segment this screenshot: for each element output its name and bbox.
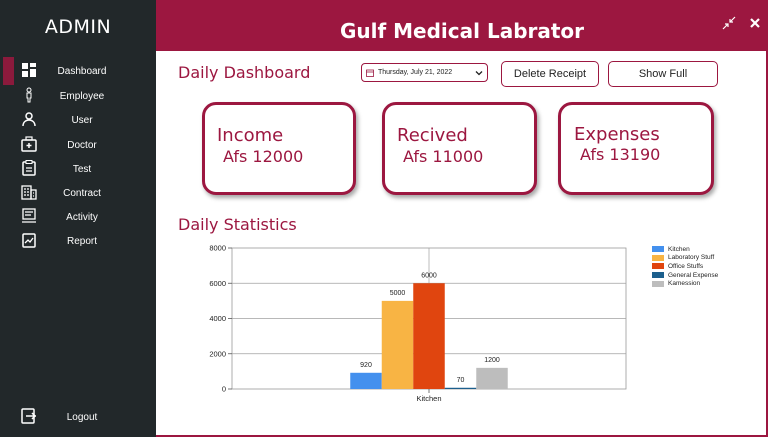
y-tick-label: 8000 (209, 244, 226, 253)
sidebar-item-label: Activity (66, 211, 98, 223)
brand-title: ADMIN (44, 16, 112, 38)
legend-swatch (652, 246, 664, 253)
card-value: Afs 11000 (403, 147, 484, 166)
legend-swatch (652, 280, 664, 287)
show-full-button[interactable]: Show Full (608, 61, 718, 87)
chevron-down-icon (475, 71, 483, 76)
legend-item: Laboratory Stuff (652, 254, 718, 263)
bar (444, 387, 477, 389)
chart-legend: Kitchen Laboratory Stuff Office Stuffs Gene… (652, 245, 718, 288)
bar (381, 300, 414, 389)
legend-label: Office Stuffs (668, 262, 704, 270)
data-label: 1200 (484, 357, 500, 364)
sidebar-item-label: Employee (59, 90, 105, 102)
legend-item: Office Stuffs (652, 262, 718, 271)
legend-swatch (652, 263, 664, 270)
x-tick-label: Kitchen (416, 394, 441, 403)
y-tick-label: 4000 (209, 314, 226, 323)
sidebar-item-label: Dashboard (57, 65, 107, 77)
legend-label: Kamession (668, 280, 701, 288)
daily-statistics-heading: Daily Statistics (178, 215, 297, 234)
legend-label: Kitchen (668, 245, 690, 253)
sidebar-item-doctor[interactable]: Doctor (0, 133, 156, 157)
data-label: 70 (457, 377, 465, 384)
card-value: Afs 12000 (223, 147, 304, 166)
y-tick-label: 0 (222, 385, 226, 394)
y-tick-label: 2000 (209, 349, 226, 358)
date-picker[interactable]: Thursday, July 21, 2022 (361, 63, 488, 82)
bar (350, 372, 382, 389)
sidebar-item-label: User (71, 114, 93, 126)
clipboard-icon (22, 160, 36, 176)
sidebar-item-label: Doctor (67, 139, 97, 151)
collapse-arrows-icon[interactable] (722, 16, 736, 30)
bar (413, 283, 445, 389)
logout-label: Logout (66, 411, 98, 423)
close-icon[interactable] (748, 16, 762, 30)
legend-label: General Expense (668, 271, 719, 279)
sidebar-item-report[interactable]: Report (0, 229, 156, 253)
activity-icon (22, 208, 36, 223)
card-title: Income (217, 125, 284, 146)
card-title: Expenses (574, 124, 660, 145)
dashboard-icon (22, 63, 36, 77)
sidebar-item-activity[interactable]: Activity (0, 205, 156, 229)
logout-button[interactable]: Logout (0, 405, 156, 429)
legend-item: Kitchen (652, 245, 718, 254)
data-label: 5000 (390, 290, 406, 297)
legend-item: General Expense (652, 271, 718, 280)
date-value: Thursday, July 21, 2022 (378, 69, 453, 76)
legend-item: Kamession (652, 279, 718, 288)
received-card: Recived Afs 11000 (382, 102, 537, 195)
sidebar-item-dashboard[interactable]: Dashboard (0, 57, 156, 85)
logout-icon (21, 408, 37, 424)
medical-kit-icon (21, 136, 37, 152)
sidebar-item-label: Report (66, 235, 97, 247)
sidebar: ADMIN Dashboard Employee User Doctor Tes… (0, 0, 156, 437)
daily-statistics-chart: 0 2000 4000 6000 8000 Kitchen 920 5000 6000 70 120… (209, 244, 627, 403)
sidebar-item-label: Contract (63, 187, 101, 199)
delete-receipt-button[interactable]: Delete Receipt (501, 61, 599, 87)
person-icon (26, 87, 32, 103)
building-icon (21, 185, 37, 200)
main-panel: Daily Dashboard Thursday, July 21, 2022 … (156, 51, 768, 437)
data-label: 6000 (421, 272, 437, 279)
income-card: Income Afs 12000 (202, 102, 356, 195)
sidebar-item-test[interactable]: Test (0, 157, 156, 181)
card-value: Afs 13190 (580, 145, 661, 164)
report-icon (22, 233, 36, 248)
title-bar: Gulf Medical Labrator (156, 0, 768, 51)
expenses-card: Expenses Afs 13190 (558, 102, 714, 195)
calendar-icon (366, 69, 374, 77)
sidebar-item-user[interactable]: User (0, 108, 156, 132)
sidebar-item-label: Test (72, 163, 92, 175)
daily-dashboard-heading: Daily Dashboard (178, 63, 311, 82)
sidebar-item-employee[interactable]: Employee (0, 84, 156, 108)
card-title: Recived (397, 125, 468, 146)
data-label: 920 (360, 362, 372, 369)
legend-label: Laboratory Stuff (668, 254, 715, 262)
legend-swatch (652, 254, 664, 261)
bar (476, 367, 508, 389)
app-title: Gulf Medical Labrator (339, 19, 585, 43)
user-icon (22, 112, 36, 127)
y-tick-label: 6000 (209, 279, 226, 288)
legend-swatch (652, 272, 664, 279)
sidebar-item-contract[interactable]: Contract (0, 181, 156, 205)
